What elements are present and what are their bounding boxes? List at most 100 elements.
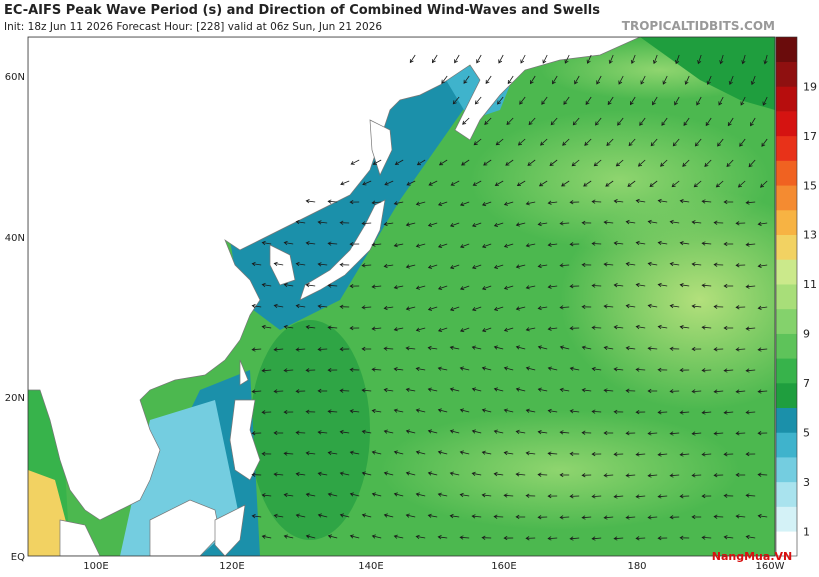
wave-arrow [349,283,360,289]
wave-arrow [613,409,624,415]
wave-arrow [723,410,734,415]
wave-arrow [591,451,602,457]
axis-labels: 60N 40N 20N EQ 100E 120E 140E 160E 180 160W [5,72,785,572]
wave-arrow [459,408,470,413]
wave-arrow [481,243,492,249]
colorbar-label: 11 [803,278,817,291]
wave-arrow [481,493,492,498]
wave-arrow [735,347,746,352]
wave-arrow [459,366,470,371]
wave-arrow [295,261,306,267]
wave-arrow [715,180,724,188]
colorbar-swatch [776,135,797,161]
wave-arrow [261,282,272,288]
wave-arrow [761,138,768,147]
wave-arrow [515,387,526,392]
wave-arrow [706,75,712,86]
wave-arrow [481,366,492,371]
wave-arrow [361,346,372,352]
wave-arrow [625,303,636,309]
wave-arrow [559,430,570,435]
wave-arrow [672,138,680,147]
wave-arrow [361,429,372,434]
wave-arrow [581,262,592,268]
wave-arrow [517,138,526,146]
wave-arrow [640,75,646,85]
wave-arrow [371,534,382,539]
wave-arrow [525,536,536,541]
wave-arrow [701,241,712,246]
wave-arrow [371,200,382,205]
wave-arrow [317,388,328,394]
wave-arrow [515,429,526,435]
wave-arrow [383,263,394,269]
wave-arrow [295,303,306,309]
wave-arrow [603,304,614,309]
wave-arrow [607,96,614,106]
wave-arrow [735,263,746,268]
wave-arrow [339,346,350,352]
wave-arrow [564,54,570,64]
wave-arrow [485,75,492,85]
wave-arrow [694,138,702,147]
wave-arrow [349,492,360,497]
wave-arrow [541,96,548,105]
wave-arrow [525,327,536,332]
colorbar-label: 15 [803,179,817,192]
wave-arrow [679,199,690,204]
wave-arrow [693,180,702,188]
wave-arrow [493,306,504,311]
wave-arrow [649,180,658,187]
wave-arrow [669,389,680,394]
wave-arrow [552,75,558,85]
wave-arrow [635,452,646,457]
wave-arrow [562,138,570,146]
wave-arrow [405,513,416,518]
wave-arrow [383,513,394,518]
wave-arrow [740,96,746,106]
colorbar-swatch [776,531,797,557]
wave-arrow [427,471,438,476]
wave-arrow [471,306,482,312]
wave-arrow [327,283,338,288]
wave-arrow [537,263,548,269]
wave-arrow [494,180,504,186]
wave-arrow [696,96,702,106]
colorbar-label: 3 [803,476,810,489]
wave-arrow [493,471,504,477]
wave-arrow [603,345,614,351]
wave-arrow [317,513,328,518]
wave-arrow [427,345,438,351]
wave-arrow [251,303,262,309]
wave-arrow [625,346,636,351]
wave-arrow [679,452,690,457]
wave-arrow [349,199,360,205]
wave-arrow [593,159,602,167]
wave-arrow [682,159,690,167]
wave-arrow [669,346,680,351]
wave-arrow [674,96,680,106]
wave-arrow [393,201,404,206]
wave-arrow [591,366,602,372]
colorbar-swatch [776,481,797,507]
wave-arrow [745,242,756,247]
wave-arrow [639,117,646,126]
wave-arrow [657,198,668,204]
wave-arrow [505,159,514,166]
lon-label: 120E [219,561,244,572]
colorbar-swatch [776,358,797,384]
wave-arrow [559,472,570,478]
wave-arrow [415,450,426,455]
wave-arrow [481,535,492,540]
wave-arrow [745,284,756,289]
wave-arrow [327,199,338,204]
wave-arrow [393,450,404,455]
wave-arrow [537,430,548,435]
lat-label: 20N [5,393,25,404]
wave-arrow [701,452,712,457]
wave-arrow [273,389,284,394]
wave-arrow [305,451,316,456]
wave-arrow [603,388,614,393]
wave-arrow [713,389,724,394]
wave-arrow [537,387,548,392]
